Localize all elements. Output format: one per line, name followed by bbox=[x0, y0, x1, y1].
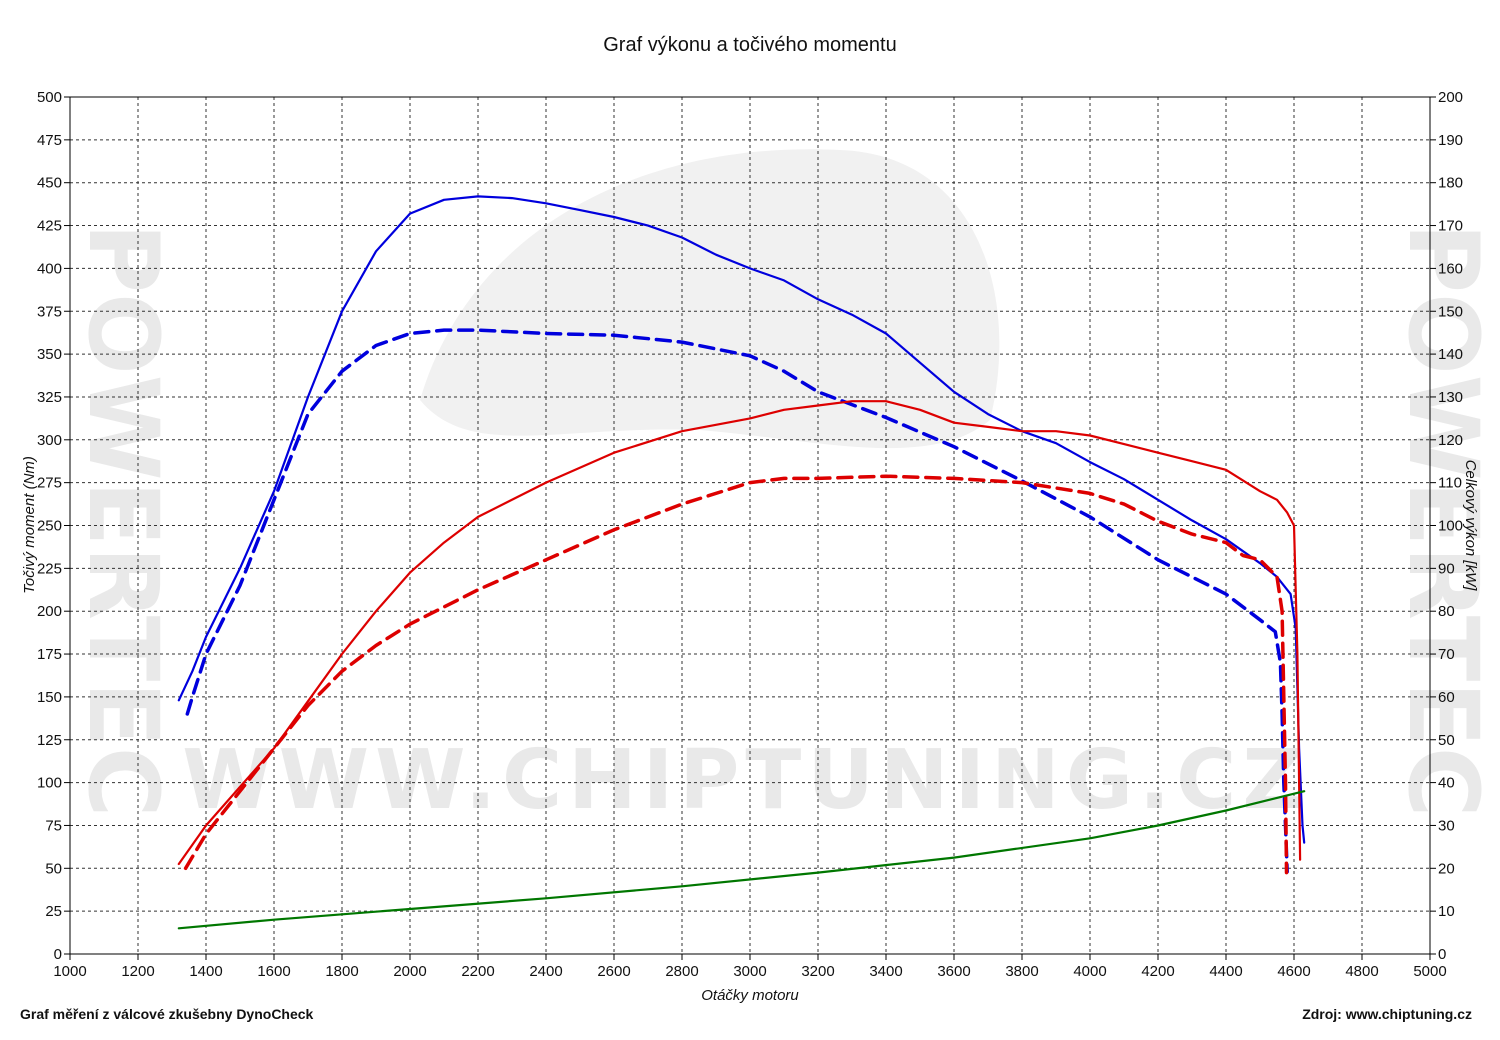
y-right-tick-label: 200 bbox=[1438, 89, 1463, 106]
x-tick-label: 3800 bbox=[1005, 963, 1038, 980]
y-right-axis-label: Celkový výkon [kW] bbox=[1462, 460, 1479, 592]
x-axis-label: Otáčky motoru bbox=[701, 987, 799, 1004]
y-right-tick-label: 190 bbox=[1438, 132, 1463, 149]
x-tick-label: 2200 bbox=[461, 963, 494, 980]
y-right-tick-label: 50 bbox=[1438, 732, 1455, 749]
watermark-text: WWW.CHIPTUNING.CZ bbox=[182, 733, 1308, 828]
y-right-tick-label: 30 bbox=[1438, 817, 1455, 834]
y-right-tick-label: 100 bbox=[1438, 518, 1463, 535]
x-tick-label: 5000 bbox=[1413, 963, 1446, 980]
y-left-tick-label: 475 bbox=[37, 132, 62, 149]
y-right-tick-label: 40 bbox=[1438, 775, 1455, 792]
series-line-1 bbox=[177, 195, 1306, 844]
y-left-tick-label: 0 bbox=[54, 946, 62, 963]
x-tick-label: 1600 bbox=[257, 963, 290, 980]
x-tick-label: 2600 bbox=[597, 963, 630, 980]
y-left-tick-label: 500 bbox=[37, 89, 62, 106]
logo-watermark-shape bbox=[420, 149, 1000, 449]
y-right-tick-label: 60 bbox=[1438, 689, 1455, 706]
x-tick-label: 2800 bbox=[665, 963, 698, 980]
series-line-2 bbox=[185, 328, 1289, 874]
y-right-tick-label: 80 bbox=[1438, 603, 1455, 620]
y-left-tick-label: 450 bbox=[37, 175, 62, 192]
y-left-tick-label: 25 bbox=[45, 903, 62, 920]
y-right-tick-label: 90 bbox=[1438, 560, 1455, 577]
y-left-tick-label: 375 bbox=[37, 303, 62, 320]
y-right-tick-label: 160 bbox=[1438, 260, 1463, 277]
y-right-tick-label: 180 bbox=[1438, 175, 1463, 192]
x-tick-label: 3600 bbox=[937, 963, 970, 980]
y-left-tick-label: 150 bbox=[37, 689, 62, 706]
x-tick-label: 1000 bbox=[53, 963, 86, 980]
y-left-tick-label: 425 bbox=[37, 218, 62, 235]
watermark-side-left: POWERTEC bbox=[67, 223, 179, 818]
x-tick-label: 3200 bbox=[801, 963, 834, 980]
x-tick-label: 3400 bbox=[869, 963, 902, 980]
y-left-tick-label: 350 bbox=[37, 346, 62, 363]
y-left-tick-label: 100 bbox=[37, 775, 62, 792]
y-left-tick-label: 125 bbox=[37, 732, 62, 749]
series-layer bbox=[177, 195, 1306, 930]
y-left-tick-label: 200 bbox=[37, 603, 62, 620]
y-right-tick-label: 20 bbox=[1438, 860, 1455, 877]
y-left-tick-label: 325 bbox=[37, 389, 62, 406]
y-right-tick-label: 110 bbox=[1438, 475, 1462, 492]
x-tick-label: 1400 bbox=[189, 963, 222, 980]
x-tick-label: 2000 bbox=[393, 963, 426, 980]
x-tick-label: 4000 bbox=[1073, 963, 1106, 980]
series-line-3 bbox=[177, 400, 1302, 866]
series-line-4 bbox=[183, 474, 1289, 875]
y-right-tick-label: 0 bbox=[1438, 946, 1446, 963]
x-tick-label: 4200 bbox=[1141, 963, 1174, 980]
y-left-tick-label: 50 bbox=[45, 860, 62, 877]
x-tick-label: 1200 bbox=[121, 963, 154, 980]
y-right-tick-label: 170 bbox=[1438, 218, 1463, 235]
x-axis-ticks: 1000 1200 1400 1600 1800 2000 2200 2400 2600 2800… bbox=[53, 954, 1447, 980]
y-right-tick-label: 150 bbox=[1438, 303, 1463, 320]
x-tick-label: 2400 bbox=[529, 963, 562, 980]
x-tick-label: 4600 bbox=[1277, 963, 1310, 980]
y-left-axis-label: Točivý moment (Nm) bbox=[21, 456, 38, 594]
y-left-axis-ticks: 0 25 50 75 100 125 150 175 200 225 250 275 300 325 350… bbox=[37, 89, 70, 963]
y-right-tick-label: 140 bbox=[1438, 346, 1463, 363]
y-right-tick-label: 70 bbox=[1438, 646, 1455, 663]
y-right-tick-label: 120 bbox=[1438, 432, 1463, 449]
y-left-tick-label: 400 bbox=[37, 260, 62, 277]
y-left-tick-label: 225 bbox=[37, 560, 62, 577]
x-tick-label: 3000 bbox=[733, 963, 766, 980]
x-tick-label: 1800 bbox=[325, 963, 358, 980]
footer-source-left: Graf měření z válcové zkušebny DynoCheck bbox=[20, 1006, 314, 1022]
y-left-tick-label: 175 bbox=[37, 646, 62, 663]
chart-title: Graf výkonu a točivého momentu bbox=[603, 34, 896, 56]
y-right-tick-label: 10 bbox=[1438, 903, 1455, 920]
y-left-tick-label: 250 bbox=[37, 518, 62, 535]
x-tick-label: 4400 bbox=[1209, 963, 1242, 980]
y-right-axis-ticks: 0 10 20 30 40 50 60 70 80 90 100 110 120 130 140 150 160… bbox=[1430, 89, 1463, 963]
watermark-side-right: POWERTEC bbox=[1387, 223, 1499, 818]
y-right-tick-label: 130 bbox=[1438, 389, 1463, 406]
footer-source-right: Zdroj: www.chiptuning.cz bbox=[1302, 1006, 1472, 1022]
series-line-5 bbox=[177, 790, 1306, 930]
x-tick-label: 4800 bbox=[1345, 963, 1378, 980]
y-left-tick-label: 300 bbox=[37, 432, 62, 449]
y-left-tick-label: 275 bbox=[37, 475, 62, 492]
watermark: WWW.CHIPTUNING.CZ POWERTEC POWERTEC bbox=[67, 149, 1499, 828]
grid bbox=[70, 97, 1430, 954]
y-left-tick-label: 75 bbox=[45, 817, 62, 834]
